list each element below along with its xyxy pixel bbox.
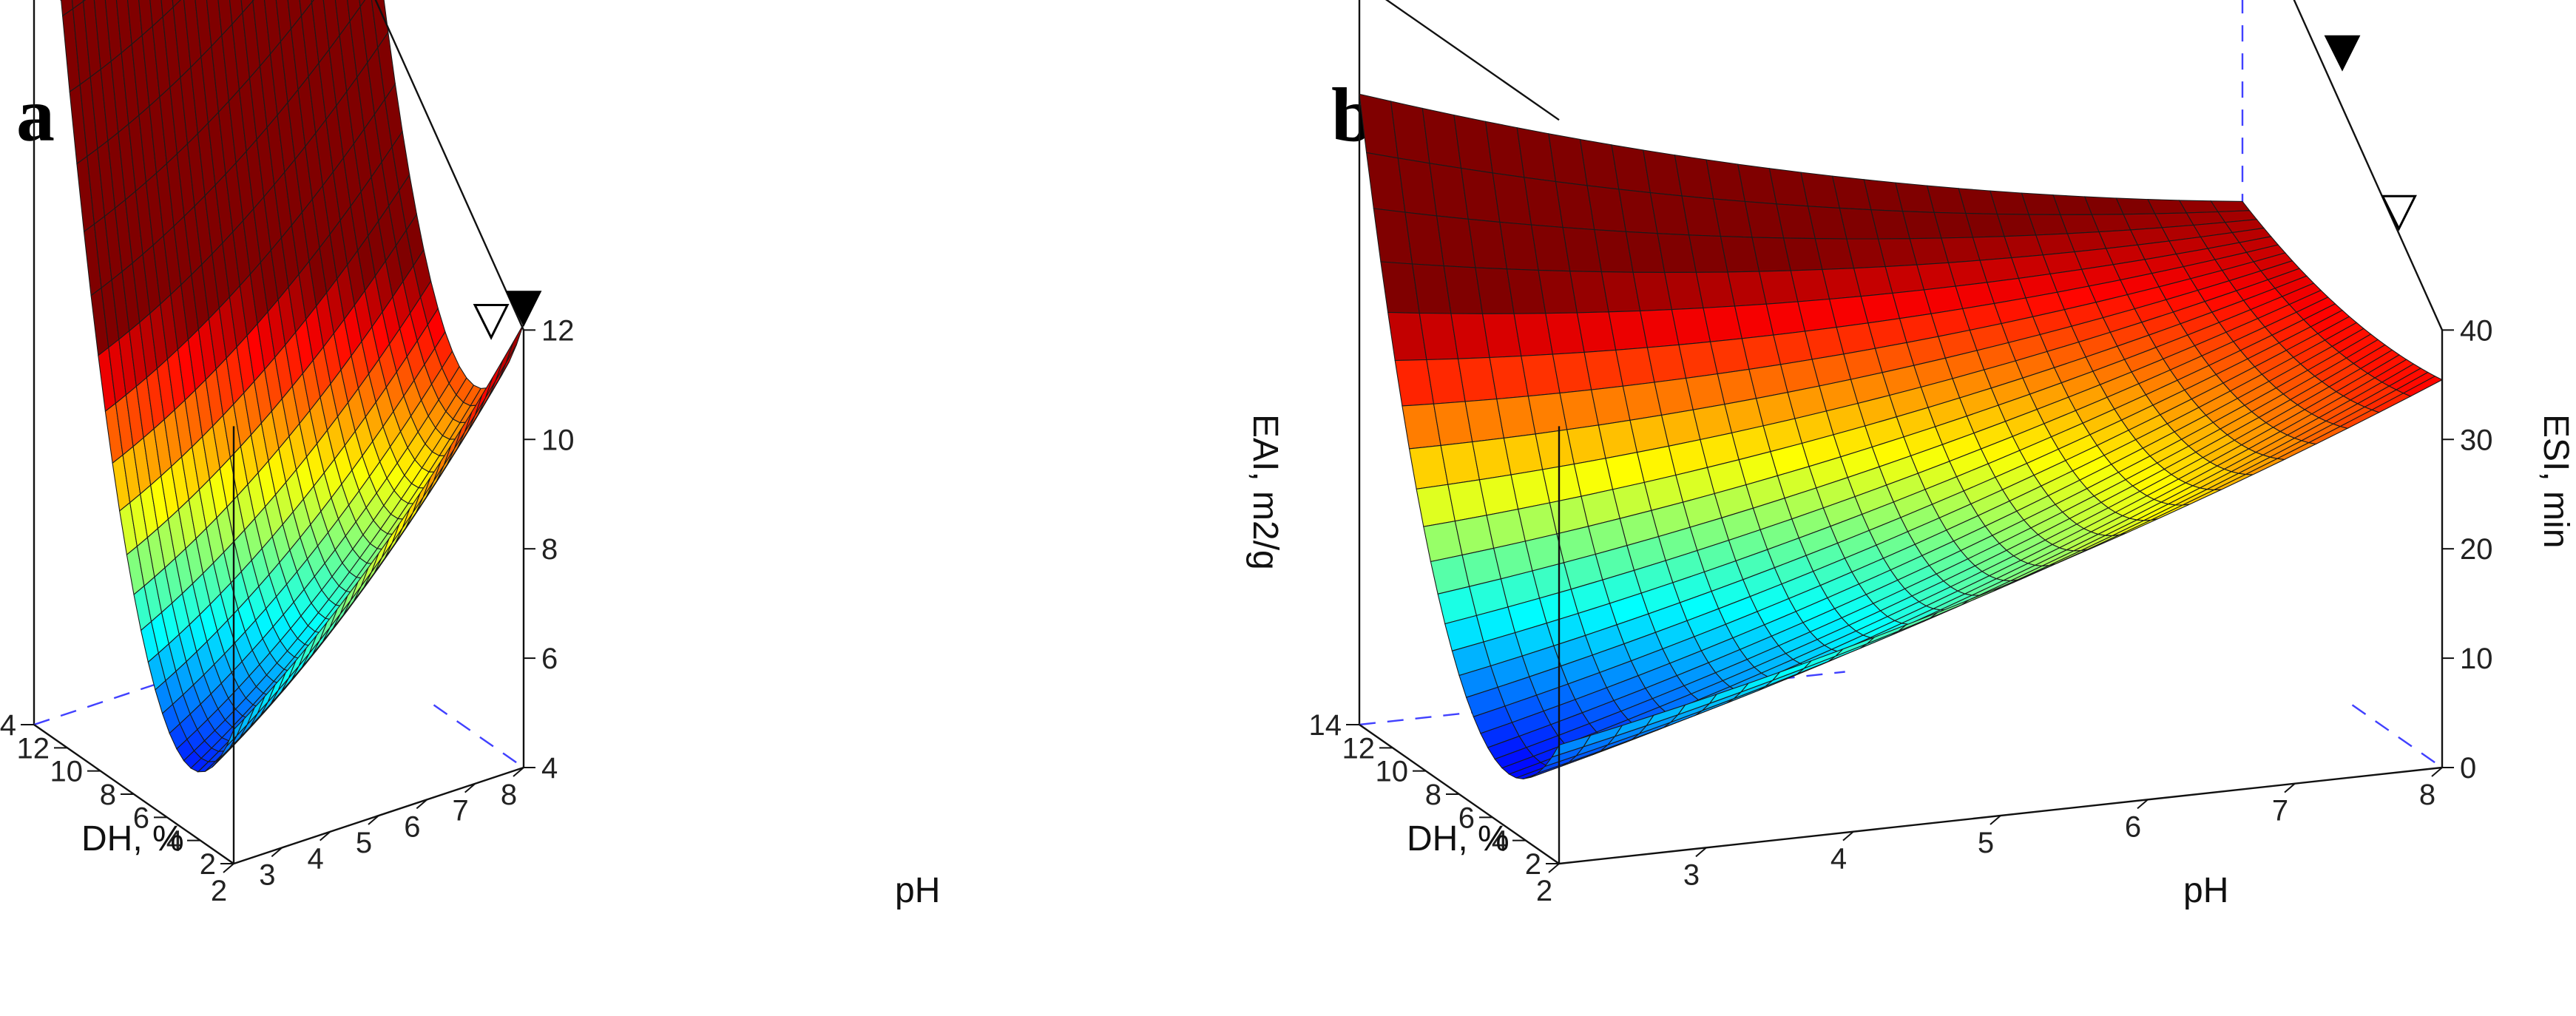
x-tick-mark <box>271 847 283 858</box>
y-tick-label: 14 <box>1309 709 1342 742</box>
y-tick-label: 12 <box>1342 732 1376 765</box>
y-tick-label: 4 <box>1492 825 1508 858</box>
panel-a-surface-plot: a 234567824681012144681012 pH DH, % EAI,… <box>0 0 1285 910</box>
panel-b-y-axis-label: DH, % <box>1407 819 1510 858</box>
box-edge <box>374 0 525 331</box>
box-edge-dashed <box>433 704 524 768</box>
filled-triangle-marker <box>2324 35 2361 72</box>
x-tick-mark <box>416 799 427 810</box>
z-tick-label: 30 <box>2460 424 2493 456</box>
z-tick-label: 4 <box>541 752 558 785</box>
y-tick-label: 10 <box>1376 756 1409 788</box>
x-tick-label: 4 <box>308 843 324 876</box>
panel-a-letter: a <box>16 72 55 158</box>
surface-cell <box>505 323 524 363</box>
x-tick-label: 8 <box>2419 779 2435 811</box>
x-tick-label: 5 <box>1978 827 1994 859</box>
x-tick-label: 6 <box>2125 810 2141 843</box>
z-tick-label: 10 <box>541 424 575 456</box>
x-tick-label: 4 <box>1830 843 1847 876</box>
x-tick-label: 7 <box>453 795 469 827</box>
x-tick-mark <box>1842 830 1854 841</box>
panel-a-surface <box>61 0 524 773</box>
filled-triangle-marker <box>505 291 542 328</box>
x-tick-mark <box>2137 799 2149 810</box>
x-tick-mark <box>2431 767 2443 777</box>
surface-cell <box>2402 376 2444 397</box>
panel-a-ticks: 234567824681012144681012 <box>0 314 575 907</box>
x-tick-mark <box>1548 863 1560 873</box>
z-tick-label: 6 <box>541 643 558 675</box>
panel-a-x-axis-label: pH <box>895 871 940 910</box>
x-tick-mark <box>368 815 379 825</box>
x-tick-label: 3 <box>1683 858 1700 891</box>
y-tick-label: 8 <box>1425 779 1441 811</box>
y-tick-label: 4 <box>166 825 183 858</box>
z-tick-label: 10 <box>2460 643 2493 675</box>
panel-b-z-axis-label: ESI, min <box>2536 414 2575 548</box>
box-edge <box>2293 0 2444 331</box>
x-tick-mark <box>2284 782 2296 793</box>
x-tick-label: 6 <box>404 810 420 843</box>
x-tick-label: 3 <box>259 858 275 891</box>
open-triangle-marker <box>473 304 510 340</box>
panel-a-y-axis-label: DH, % <box>81 819 184 858</box>
y-tick-label: 14 <box>0 709 16 742</box>
y-tick-label: 12 <box>17 732 50 765</box>
x-tick-mark <box>513 767 524 777</box>
z-tick-label: 20 <box>2460 533 2493 566</box>
panel-b-surface <box>1359 93 2444 779</box>
z-tick-label: 40 <box>2460 314 2493 347</box>
z-tick-label: 12 <box>541 314 575 347</box>
x-tick-label: 7 <box>2272 795 2288 827</box>
x-tick-mark <box>464 782 476 793</box>
box-edge <box>1385 0 1560 121</box>
x-tick-label: 2 <box>1536 875 1552 907</box>
panel-a-markers <box>473 291 542 340</box>
y-tick-label: 2 <box>1525 848 1541 881</box>
surface-cell <box>495 342 514 381</box>
y-tick-label: 8 <box>100 779 116 811</box>
x-tick-mark <box>320 830 331 841</box>
x-tick-mark <box>1990 815 2001 825</box>
x-tick-label: 2 <box>211 875 227 907</box>
z-tick-label: 0 <box>2460 752 2476 785</box>
box-edge-dashed <box>2351 704 2443 768</box>
y-tick-label: 2 <box>200 848 216 881</box>
y-tick-label: 6 <box>1458 802 1475 834</box>
x-tick-mark <box>1695 847 1707 858</box>
y-tick-label: 10 <box>50 756 84 788</box>
panel-b-x-axis-label: pH <box>2183 871 2228 910</box>
surface-cell <box>2210 200 2251 213</box>
x-tick-label: 8 <box>501 779 517 811</box>
open-triangle-marker <box>2381 194 2417 231</box>
panel-b-markers <box>2324 35 2417 231</box>
y-tick-label: 6 <box>133 802 149 834</box>
panel-a-z-axis-label: EAI, m2/g <box>1245 414 1285 570</box>
z-tick-label: 8 <box>541 533 558 566</box>
surface-cell <box>484 359 504 399</box>
x-tick-mark <box>223 863 234 873</box>
x-tick-label: 5 <box>356 827 372 859</box>
